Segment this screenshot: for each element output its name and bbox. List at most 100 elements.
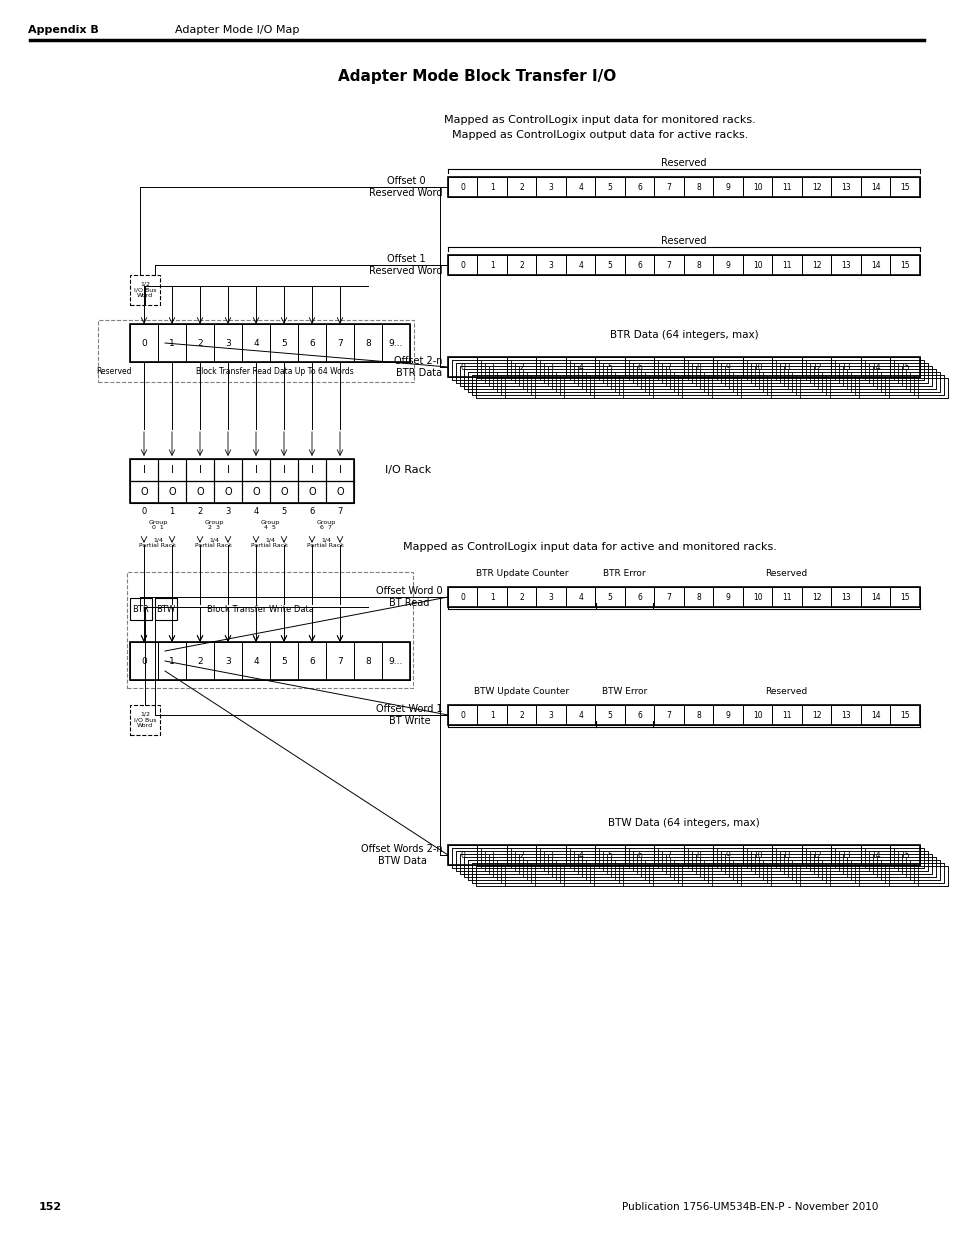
- Bar: [506, 254, 536, 275]
- Text: 2: 2: [518, 261, 523, 269]
- Bar: [740, 378, 770, 398]
- Bar: [805, 359, 835, 380]
- Text: 9: 9: [725, 261, 730, 269]
- Text: 15: 15: [900, 183, 909, 191]
- Bar: [186, 324, 213, 362]
- Bar: [683, 845, 713, 864]
- Bar: [130, 324, 410, 362]
- Text: 6: 6: [309, 506, 314, 515]
- Bar: [565, 705, 595, 725]
- Text: O: O: [196, 487, 204, 496]
- Bar: [776, 359, 805, 380]
- Bar: [902, 853, 931, 874]
- Text: 2: 2: [197, 506, 202, 515]
- Bar: [270, 480, 297, 503]
- Bar: [884, 863, 914, 883]
- Bar: [644, 372, 674, 391]
- Text: O: O: [280, 487, 288, 496]
- Bar: [448, 177, 477, 198]
- Bar: [242, 324, 270, 362]
- Bar: [127, 572, 413, 688]
- Bar: [565, 357, 595, 377]
- Text: 0: 0: [141, 506, 147, 515]
- Text: 4: 4: [253, 338, 258, 347]
- Text: 3: 3: [225, 338, 231, 347]
- Bar: [762, 860, 792, 881]
- Text: 13: 13: [841, 363, 850, 372]
- Text: 7: 7: [337, 506, 342, 515]
- Bar: [468, 860, 939, 881]
- Bar: [652, 378, 681, 398]
- Bar: [831, 845, 861, 864]
- Bar: [776, 848, 805, 868]
- Bar: [448, 845, 919, 864]
- Text: 7: 7: [666, 710, 671, 720]
- Bar: [737, 375, 766, 395]
- Bar: [905, 369, 935, 389]
- Bar: [297, 642, 326, 680]
- Bar: [800, 378, 829, 398]
- Bar: [531, 863, 560, 883]
- Text: Mapped as ControlLogix input data for monitored racks.: Mapped as ControlLogix input data for mo…: [444, 115, 755, 125]
- Bar: [477, 705, 506, 725]
- Bar: [130, 598, 152, 620]
- Bar: [544, 851, 574, 871]
- Text: I: I: [282, 466, 285, 475]
- Bar: [661, 363, 691, 383]
- Text: 0: 0: [141, 657, 147, 666]
- Bar: [654, 705, 683, 725]
- Bar: [729, 369, 759, 389]
- Text: 8: 8: [696, 261, 700, 269]
- Bar: [918, 866, 947, 885]
- Bar: [707, 863, 737, 883]
- Bar: [711, 866, 740, 885]
- Bar: [683, 587, 713, 606]
- Text: 4: 4: [253, 506, 258, 515]
- Bar: [880, 860, 909, 881]
- Bar: [552, 369, 581, 389]
- Text: 10: 10: [752, 593, 761, 601]
- Bar: [560, 375, 589, 395]
- Text: 152: 152: [38, 1202, 62, 1212]
- Bar: [448, 254, 477, 275]
- Bar: [831, 254, 861, 275]
- Bar: [522, 369, 552, 389]
- Text: 3: 3: [548, 261, 553, 269]
- Bar: [623, 378, 652, 398]
- Text: 14: 14: [870, 261, 880, 269]
- Bar: [565, 177, 595, 198]
- Bar: [654, 254, 683, 275]
- Bar: [158, 324, 186, 362]
- Bar: [683, 705, 713, 725]
- Bar: [186, 642, 213, 680]
- Text: 1/4
Partial Rack: 1/4 Partial Rack: [195, 537, 233, 548]
- Bar: [297, 480, 326, 503]
- Bar: [595, 254, 624, 275]
- Bar: [472, 863, 943, 883]
- Bar: [876, 857, 905, 877]
- Bar: [448, 177, 919, 198]
- Bar: [589, 375, 618, 395]
- Bar: [868, 363, 898, 383]
- Bar: [766, 375, 796, 395]
- Bar: [759, 857, 788, 877]
- Bar: [831, 357, 861, 377]
- Text: 1/2
I/O Bus
Word: 1/2 I/O Bus Word: [133, 282, 156, 299]
- Bar: [788, 369, 817, 389]
- Bar: [648, 375, 678, 395]
- Text: Block Transfer Read Data Up To 64 Words: Block Transfer Read Data Up To 64 Words: [196, 368, 354, 377]
- Bar: [522, 857, 552, 877]
- Text: 11: 11: [781, 593, 791, 601]
- Text: 9...: 9...: [389, 657, 403, 666]
- Bar: [158, 480, 186, 503]
- Bar: [585, 372, 615, 391]
- Bar: [481, 848, 511, 868]
- Bar: [654, 357, 683, 377]
- Bar: [574, 363, 603, 383]
- Bar: [861, 705, 889, 725]
- Bar: [859, 866, 888, 885]
- Bar: [536, 705, 565, 725]
- Bar: [780, 851, 809, 871]
- Bar: [801, 587, 831, 606]
- Text: 0: 0: [460, 261, 465, 269]
